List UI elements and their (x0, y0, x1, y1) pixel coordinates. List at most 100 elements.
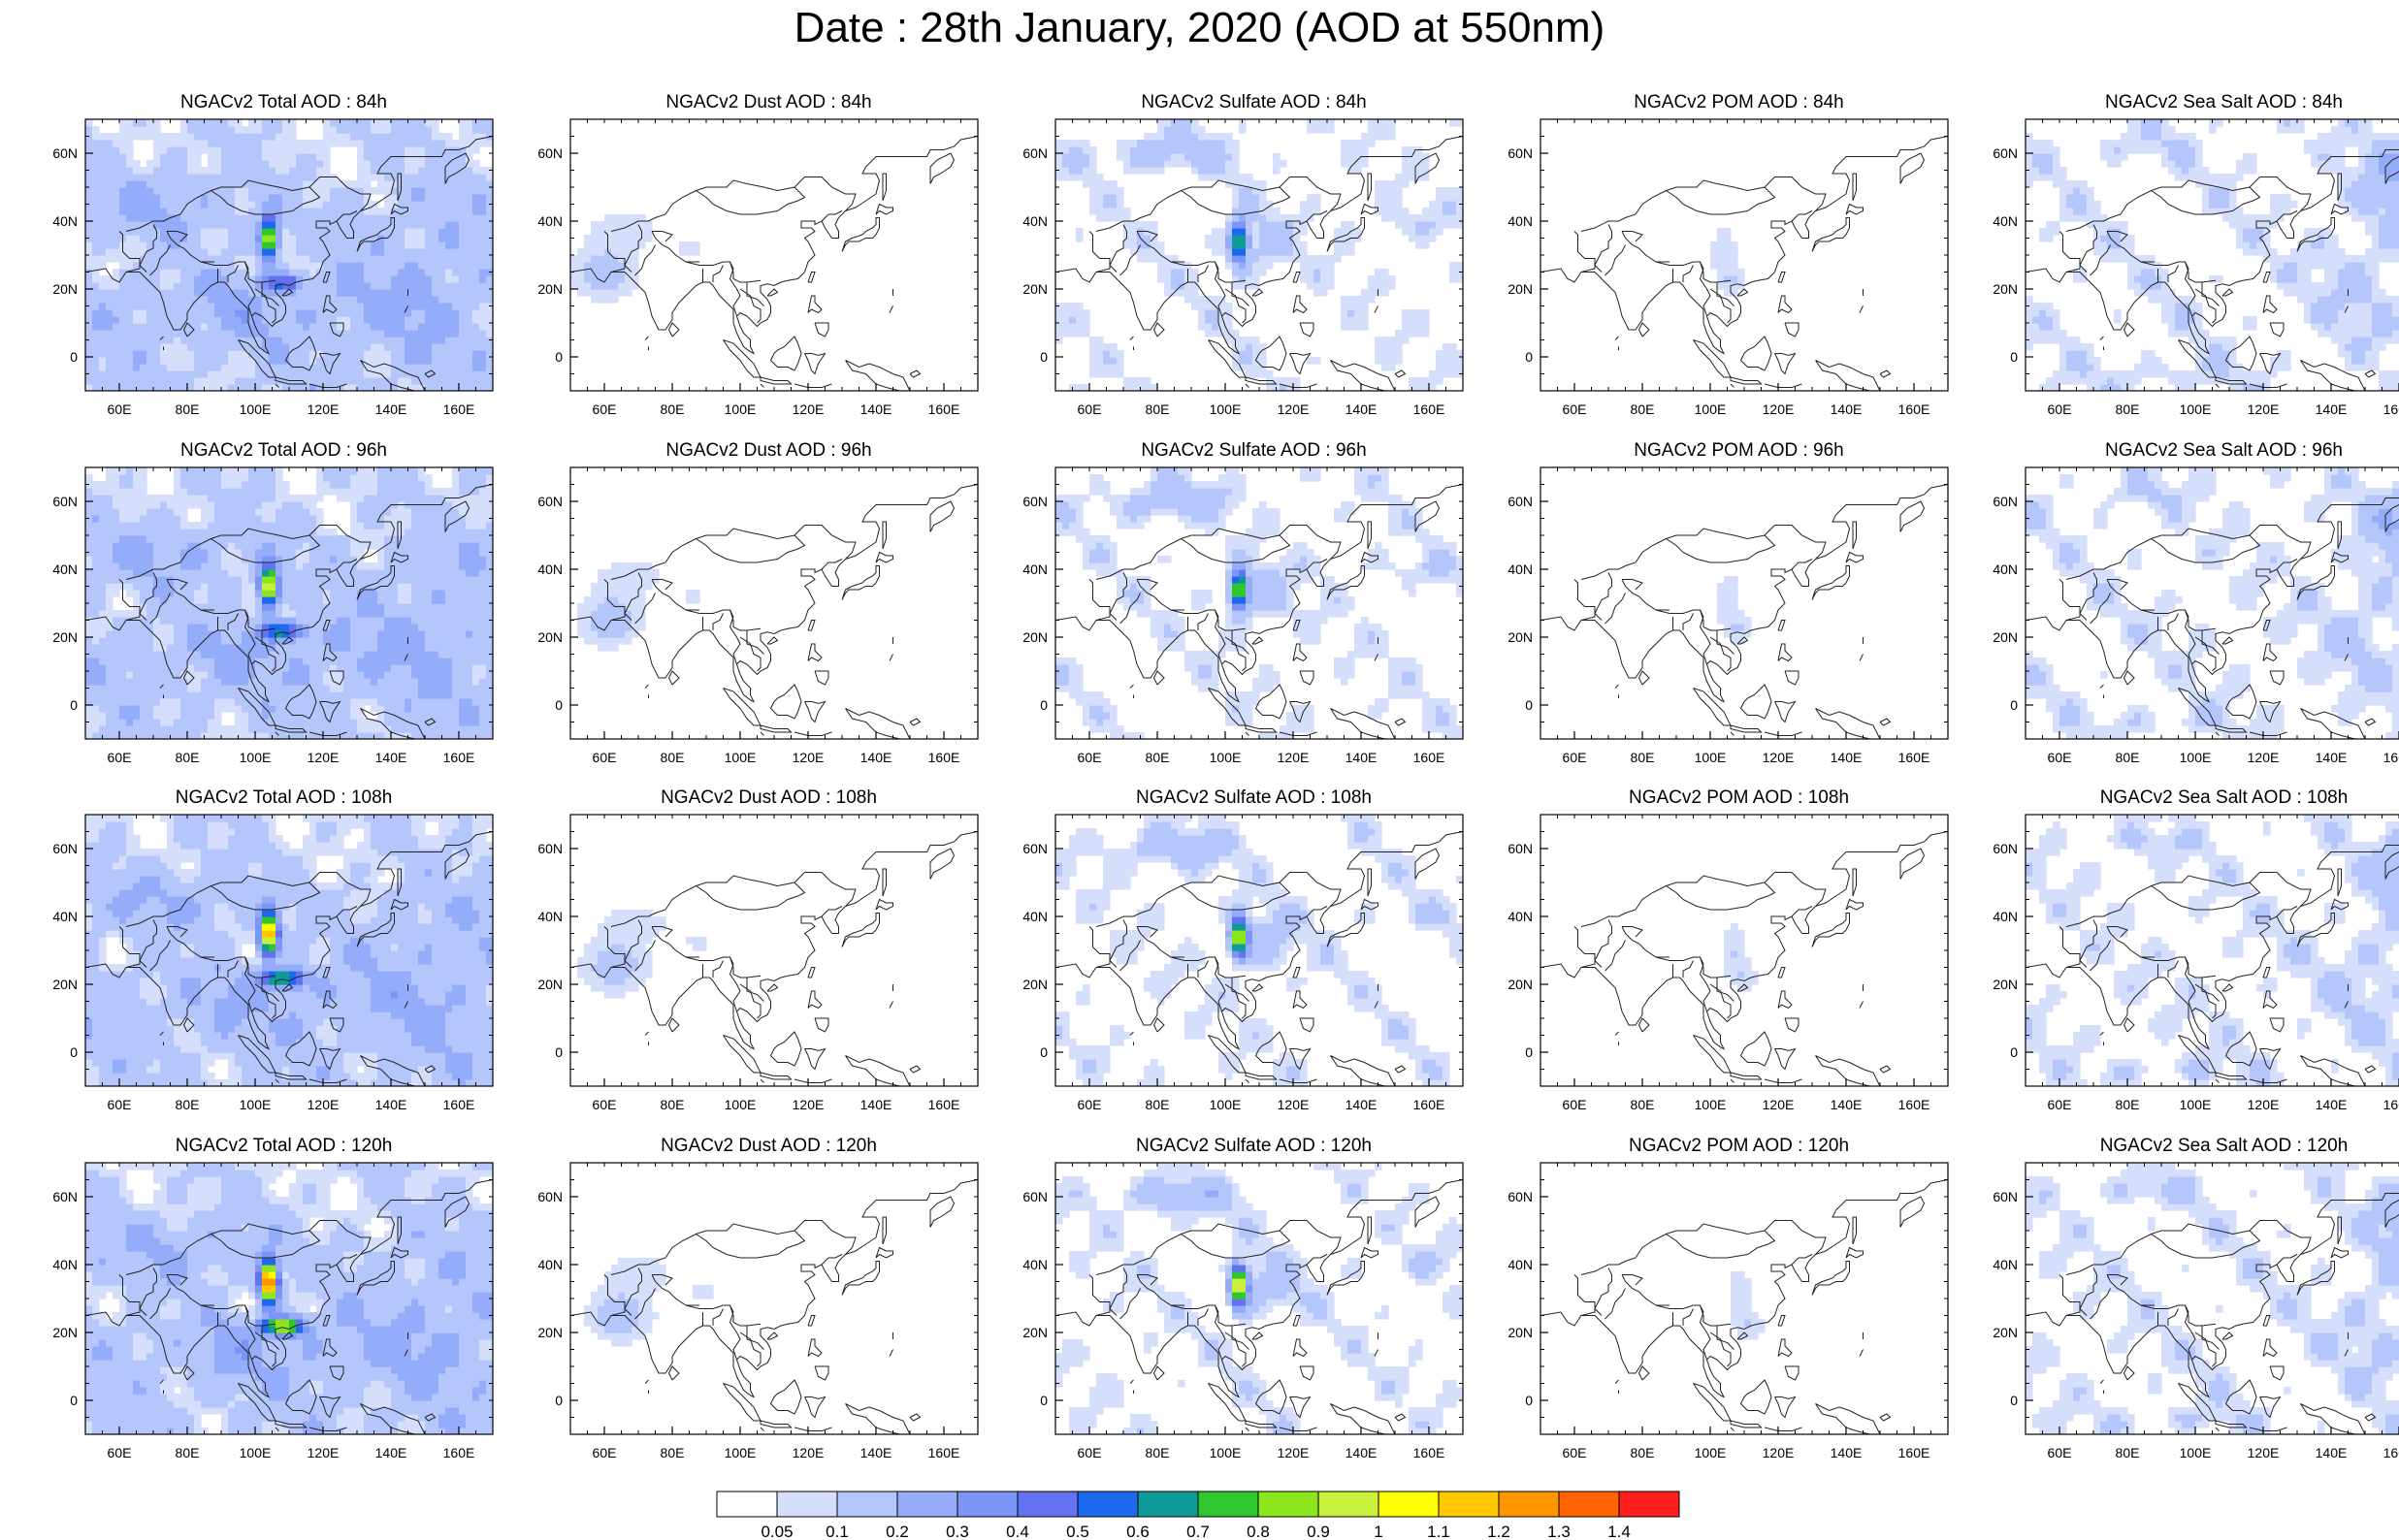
lat-tick-label: 60N (52, 494, 78, 509)
lon-tick-label: 80E (1631, 401, 1655, 417)
aod-field (1055, 1163, 1463, 1434)
lon-tick-label: 120E (793, 1445, 825, 1460)
lat-tick-label: 0 (555, 1044, 563, 1060)
lat-tick-label: 60N (537, 841, 563, 856)
lat-tick-label: 40N (1022, 909, 1048, 924)
coastlines (570, 1179, 978, 1434)
lon-tick-label: 80E (176, 401, 200, 417)
aod-field (1717, 576, 1752, 645)
colorbar-swatch (1257, 1491, 1319, 1518)
lon-tick-label: 80E (661, 401, 685, 417)
coastlines (2026, 1192, 2399, 1434)
lat-tick-label: 60N (52, 145, 78, 161)
colorbar-label: 0.7 (1186, 1523, 1210, 1540)
lat-tick-label: 40N (1507, 1257, 1533, 1272)
lon-tick-label: 160E (443, 401, 475, 417)
lon-tick-label: 120E (308, 401, 340, 417)
lon-tick-label: 100E (2180, 1445, 2212, 1460)
lon-tick-label: 60E (1563, 1097, 1587, 1112)
lat-tick-label: 0 (2010, 1393, 2018, 1408)
colorbar-swatch (1498, 1491, 1560, 1518)
lon-tick-label: 100E (1695, 1445, 1727, 1460)
plot-frame (1540, 466, 1949, 740)
coastlines (1055, 1179, 1463, 1434)
panel-dust-84h: 60E 80E 100E 120E 140E 160E 0 20N 40N 60N NGACv2 D… (524, 92, 1009, 441)
lon-tick-label: 80E (661, 1445, 685, 1460)
lon-tick-label: 120E (1278, 750, 1310, 765)
lon-tick-label: 120E (1278, 1097, 1310, 1112)
lon-tick-label: 100E (240, 401, 272, 417)
lat-tick-label: 20N (1993, 1325, 2018, 1340)
panel-title: NGACv2 Sulfate AOD : 84h (1048, 92, 1460, 113)
lon-tick-label: 120E (793, 1097, 825, 1112)
lat-tick-label: 40N (52, 909, 78, 924)
lat-tick-label: 40N (1507, 561, 1533, 577)
aod-field (2026, 815, 2399, 1086)
lat-tick-label: 40N (537, 561, 563, 577)
map-plot: 60E 80E 100E 120E 140E 160E 0 20N 40N 60N (537, 1162, 979, 1460)
lon-tick-label: 60E (593, 750, 617, 765)
lon-tick-label: 120E (1278, 401, 1310, 417)
lon-tick-label: 80E (1146, 1097, 1170, 1112)
lon-tick-label: 120E (1278, 1445, 1310, 1460)
panel-title: NGACv2 Dust AOD : 84h (563, 92, 975, 113)
map-plot: 60E 80E 100E 120E 140E 160E 0 20N 40N 60N (1022, 118, 1464, 417)
lat-tick-label: 20N (537, 977, 563, 992)
coastlines (1540, 136, 1948, 391)
coastlines (85, 1179, 493, 1434)
lat-tick-label: 40N (537, 213, 563, 229)
lon-tick-label: 160E (1413, 401, 1445, 417)
lon-tick-label: 160E (1898, 1445, 1930, 1460)
lat-tick-label: 20N (52, 281, 78, 297)
map-plot: 60E 80E 100E 120E 140E 160E 0 20N 40N 60N (537, 466, 979, 765)
panel-dust-120h: 60E 80E 100E 120E 140E 160E 0 20N 40N 60N NGACv2 D… (524, 1136, 1009, 1485)
lon-tick-label: 80E (661, 1097, 685, 1112)
lon-tick-label: 60E (593, 1097, 617, 1112)
panel-dust-108h: 60E 80E 100E 120E 140E 160E 0 20N 40N 60N NGACv2 D… (524, 787, 1009, 1137)
lon-tick-label: 100E (240, 1097, 272, 1112)
lon-tick-label: 120E (1763, 1445, 1795, 1460)
lon-tick-label: 80E (1631, 1097, 1655, 1112)
lat-tick-label: 40N (52, 561, 78, 577)
coastlines (1540, 484, 1948, 739)
lon-tick-label: 80E (1631, 1445, 1655, 1460)
coastlines (85, 831, 493, 1086)
lon-tick-label: 160E (1413, 1097, 1445, 1112)
lat-tick-label: 20N (1022, 281, 1048, 297)
map-plot: 60E 80E 100E 120E 140E 160E 0 20N 40N 60N (537, 814, 979, 1112)
lat-tick-label: 60N (1507, 841, 1533, 856)
lat-tick-label: 60N (1022, 494, 1048, 509)
lon-tick-label: 120E (2248, 1445, 2280, 1460)
lon-tick-label: 60E (2048, 1445, 2072, 1460)
lat-tick-label: 20N (52, 1325, 78, 1340)
aod-field (2026, 119, 2399, 391)
lon-tick-label: 120E (308, 750, 340, 765)
lon-tick-label: 100E (1210, 401, 1242, 417)
lon-tick-label: 100E (2180, 750, 2212, 765)
lon-tick-label: 140E (2316, 1097, 2348, 1112)
colorbar-label: 0.05 (761, 1523, 793, 1540)
panel-title: NGACv2 POM AOD : 120h (1533, 1136, 1945, 1157)
lon-tick-label: 100E (240, 1445, 272, 1460)
lon-tick-label: 120E (2248, 1097, 2280, 1112)
colorbar-swatch (1558, 1491, 1620, 1518)
lon-tick-label: 160E (1898, 401, 1930, 417)
aod-field (85, 1163, 493, 1434)
panel-title: NGACv2 POM AOD : 96h (1533, 440, 1945, 462)
panel-seasalt-84h: 60E 80E 100E 120E 140E 160E 0 20N 40N 60N NGACv2 S… (1979, 92, 2399, 441)
lat-tick-label: 20N (1022, 629, 1048, 645)
lat-tick-label: 40N (1022, 1257, 1048, 1272)
lon-tick-label: 120E (2248, 750, 2280, 765)
panel-title: NGACv2 Sea Salt AOD : 108h (2018, 787, 2399, 809)
plot-frame (1540, 118, 1949, 392)
lat-tick-label: 0 (2010, 697, 2018, 713)
lon-tick-label: 80E (1146, 750, 1170, 765)
map-plot: 60E 80E 100E 120E 140E 160E 0 20N 40N 60N (1022, 466, 1464, 765)
lon-tick-label: 100E (1695, 401, 1727, 417)
lat-tick-label: 40N (1507, 213, 1533, 229)
colorbar-label: 0.6 (1126, 1523, 1150, 1540)
lon-tick-label: 120E (1763, 750, 1795, 765)
colorbar-label: 1.1 (1427, 1523, 1450, 1540)
lon-tick-label: 140E (860, 750, 892, 765)
colorbar-label: 0.8 (1247, 1523, 1270, 1540)
